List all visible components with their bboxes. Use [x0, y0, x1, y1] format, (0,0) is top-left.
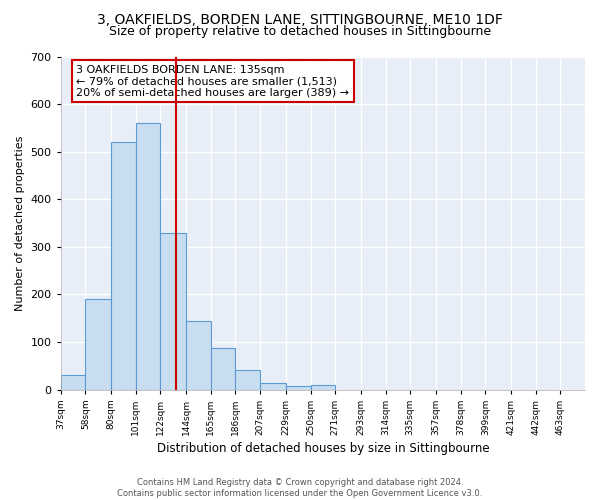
Bar [61, 376, 85, 390]
Text: 3 OAKFIELDS BORDEN LANE: 135sqm
← 79% of detached houses are smaller (1,513)
20%: 3 OAKFIELDS BORDEN LANE: 135sqm ← 79% of… [76, 65, 349, 98]
Text: Size of property relative to detached houses in Sittingbourne: Size of property relative to detached ho… [109, 25, 491, 38]
Bar [235, 370, 260, 390]
Bar [136, 123, 160, 390]
Bar [286, 386, 311, 390]
Bar [186, 320, 211, 390]
Bar [211, 348, 235, 390]
Y-axis label: Number of detached properties: Number of detached properties [15, 136, 25, 311]
Bar [311, 385, 335, 390]
Text: Contains HM Land Registry data © Crown copyright and database right 2024.
Contai: Contains HM Land Registry data © Crown c… [118, 478, 482, 498]
Text: 3, OAKFIELDS, BORDEN LANE, SITTINGBOURNE, ME10 1DF: 3, OAKFIELDS, BORDEN LANE, SITTINGBOURNE… [97, 12, 503, 26]
Bar [260, 382, 286, 390]
Bar [160, 232, 186, 390]
Bar [111, 142, 136, 390]
X-axis label: Distribution of detached houses by size in Sittingbourne: Distribution of detached houses by size … [157, 442, 489, 455]
Bar [85, 299, 111, 390]
